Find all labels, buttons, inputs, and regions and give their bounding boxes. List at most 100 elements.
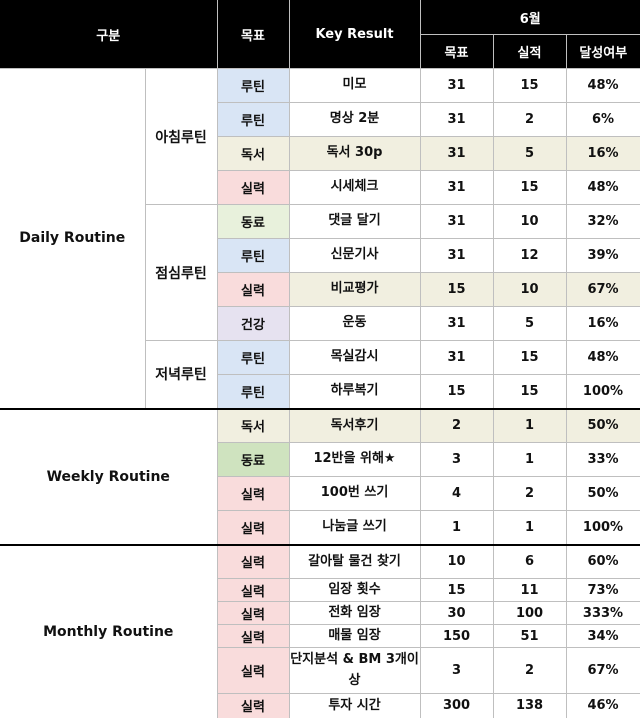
table-row: 실력 나눔글 쓰기 1 1 100% <box>0 510 640 545</box>
key-result-cell: 독서 30p <box>289 136 421 171</box>
key-result-cell: 나눔글 쓰기 <box>289 510 421 545</box>
achievement-cell: 60% <box>566 543 640 579</box>
key-result-cell: 100번 쓰기 <box>289 476 421 511</box>
key-result-cell: 12반을 위해★ <box>289 442 421 477</box>
goal-type-cell: 실력 <box>216 693 290 718</box>
target-cell: 2 <box>420 407 494 443</box>
goal-type-cell: 동료 <box>216 442 290 477</box>
actual-cell: 2 <box>493 102 567 137</box>
goal-type-cell: 실력 <box>216 601 290 625</box>
achievement-cell: 16% <box>566 306 640 341</box>
achievement-cell: 39% <box>566 238 640 273</box>
actual-cell: 138 <box>493 693 567 718</box>
target-cell: 31 <box>420 238 494 273</box>
group-label: 점심루틴 <box>145 204 218 341</box>
achievement-cell: 100% <box>566 510 640 545</box>
actual-cell: 2 <box>493 476 567 511</box>
key-result-cell: 하루복기 <box>289 374 421 409</box>
table-body: Daily Routine 아침루틴 루틴 미모 31 15 48% 루틴 명상 2분 31 2 6%… <box>0 68 640 718</box>
target-cell: 1 <box>420 510 494 545</box>
table-row: 실력 단지분석 & BM 3개이상 3 2 67% <box>0 647 640 694</box>
actual-cell: 1 <box>493 510 567 545</box>
key-result-cell: 명상 2분 <box>289 102 421 137</box>
header-actual: 실적 <box>492 34 567 69</box>
actual-cell: 12 <box>493 238 567 273</box>
target-cell: 150 <box>420 624 494 648</box>
key-result-cell: 독서후기 <box>289 407 421 443</box>
key-result-cell: 미모 <box>289 68 421 103</box>
achievement-cell: 6% <box>566 102 640 137</box>
key-result-cell: 운동 <box>289 306 421 341</box>
target-cell: 31 <box>420 306 494 341</box>
group-label: 저녁루틴 <box>145 340 218 409</box>
actual-cell: 10 <box>493 204 567 239</box>
goal-type-cell: 실력 <box>216 510 290 545</box>
table-row: 동료 12반을 위해★ 3 1 33% <box>0 442 640 477</box>
key-result-cell: 투자 시간 <box>289 693 421 718</box>
target-cell: 31 <box>420 204 494 239</box>
goal-type-cell: 루틴 <box>216 340 290 375</box>
achievement-cell: 48% <box>566 68 640 103</box>
achievement-cell: 48% <box>566 340 640 375</box>
table-row: 실력 임장 횟수 15 11 73% <box>0 578 640 602</box>
key-result-cell: 매물 임장 <box>289 624 421 648</box>
section-label: Weekly Routine <box>0 407 218 545</box>
achievement-cell: 50% <box>566 407 640 443</box>
actual-cell: 6 <box>493 543 567 579</box>
table-row: Daily Routine 아침루틴 루틴 미모 31 15 48% <box>0 68 640 409</box>
goal-type-cell: 실력 <box>216 578 290 602</box>
goal-type-cell: 실력 <box>216 476 290 511</box>
header-key-result: Key Result <box>288 0 421 69</box>
target-cell: 31 <box>420 68 494 103</box>
actual-cell: 1 <box>493 442 567 477</box>
header-goal-type: 목표 <box>216 0 290 69</box>
key-result-cell: 갈아탈 물건 찾기 <box>289 543 421 579</box>
achievement-cell: 32% <box>566 204 640 239</box>
table-row: 루틴 신문기사 31 12 39% <box>0 238 640 273</box>
key-result-cell: 전화 임장 <box>289 601 421 625</box>
goal-type-cell: 루틴 <box>216 374 290 409</box>
table-row: 실력 매물 임장 150 51 34% <box>0 624 640 648</box>
key-result-cell: 댓글 달기 <box>289 204 421 239</box>
actual-cell: 15 <box>493 374 567 409</box>
target-cell: 30 <box>420 601 494 625</box>
achievement-cell: 100% <box>566 374 640 409</box>
actual-cell: 51 <box>493 624 567 648</box>
target-cell: 31 <box>420 340 494 375</box>
achievement-cell: 67% <box>566 272 640 307</box>
target-cell: 10 <box>420 543 494 579</box>
key-result-cell: 목실감시 <box>289 340 421 375</box>
actual-cell: 100 <box>493 601 567 625</box>
target-cell: 31 <box>420 102 494 137</box>
actual-cell: 1 <box>493 407 567 443</box>
achievement-cell: 333% <box>566 601 640 625</box>
key-result-cell: 임장 횟수 <box>289 578 421 602</box>
table-row: Monthly Routine 실력 갈아탈 물건 찾기 10 6 60% <box>0 543 640 718</box>
table-row: 루틴 명상 2분 31 2 6% <box>0 102 640 137</box>
table-row: 독서 독서 30p 31 5 16% <box>0 136 640 171</box>
section-label: Daily Routine <box>0 68 146 409</box>
goal-type-cell: 실력 <box>216 170 290 205</box>
table-row: 건강 운동 31 5 16% <box>0 306 640 341</box>
table-row: 점심루틴 동료 댓글 달기 31 10 32% <box>0 204 640 341</box>
table-header: 구분 목표 Key Result 6월 목표 실적 달성여부 <box>0 0 640 69</box>
target-cell: 4 <box>420 476 494 511</box>
achievement-cell: 73% <box>566 578 640 602</box>
goal-type-cell: 실력 <box>216 624 290 648</box>
actual-cell: 11 <box>493 578 567 602</box>
table-row: 루틴 하루복기 15 15 100% <box>0 374 640 409</box>
actual-cell: 5 <box>493 136 567 171</box>
achievement-cell: 34% <box>566 624 640 648</box>
goal-type-cell: 루틴 <box>216 102 290 137</box>
actual-cell: 15 <box>493 340 567 375</box>
achievement-cell: 50% <box>566 476 640 511</box>
actual-cell: 5 <box>493 306 567 341</box>
target-cell: 300 <box>420 693 494 718</box>
table-row: 실력 시세체크 31 15 48% <box>0 170 640 205</box>
actual-cell: 10 <box>493 272 567 307</box>
group-label: 아침루틴 <box>145 68 218 205</box>
target-cell: 3 <box>420 442 494 477</box>
target-cell: 15 <box>420 374 494 409</box>
achievement-cell: 67% <box>566 647 640 694</box>
